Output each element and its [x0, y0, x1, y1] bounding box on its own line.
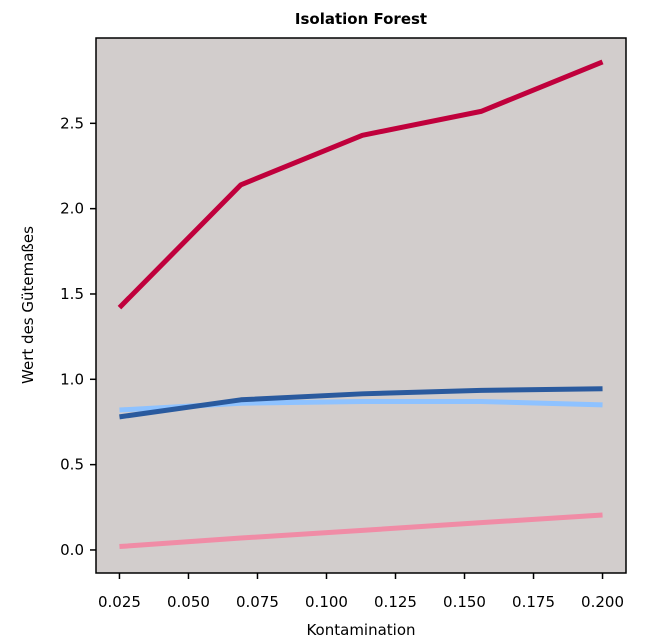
x-tick-label: 0.050	[167, 593, 210, 611]
x-tick-label: 0.150	[443, 593, 486, 611]
x-tick-label: 0.025	[98, 593, 141, 611]
y-tick-label: 2.0	[60, 200, 84, 218]
plot-area	[95, 37, 627, 574]
x-tick-label: 0.125	[374, 593, 417, 611]
series-line-0	[117, 59, 604, 310]
x-tick-label: 0.175	[512, 593, 555, 611]
y-axis-label: Wert des Gütemaßes	[19, 226, 37, 384]
y-tick-label: 2.5	[60, 114, 84, 132]
x-tick-label: 0.100	[305, 593, 348, 611]
x-axis-label: Kontamination	[306, 621, 415, 639]
y-axis: 0.0 0.5 1.0 1.5 2.0 2.5	[60, 114, 96, 559]
series-line-3	[119, 512, 603, 550]
y-tick-label: 0.0	[60, 541, 84, 559]
series-layer	[117, 59, 604, 550]
series-line-2	[119, 386, 603, 420]
x-tick-label: 0.200	[581, 593, 624, 611]
y-tick-label: 1.5	[60, 285, 84, 303]
y-tick-label: 0.5	[60, 456, 84, 474]
chart-title: Isolation Forest	[295, 10, 427, 28]
x-tick-label: 0.075	[236, 593, 279, 611]
y-tick-label: 1.0	[60, 370, 84, 388]
x-axis: 0.025 0.050 0.075 0.100 0.125 0.150 0.175 0.200	[98, 573, 624, 611]
